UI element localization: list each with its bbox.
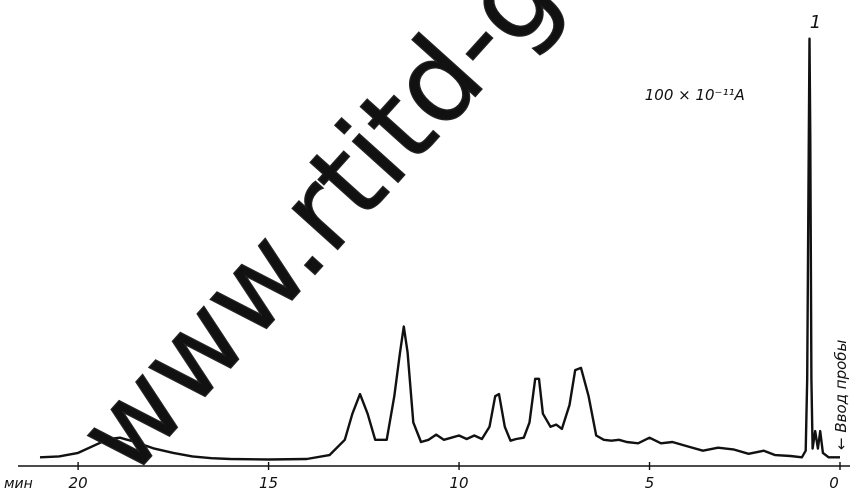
x-axis: 20 15 10 5 0 мин bbox=[4, 462, 850, 492]
x-tick-label-10: 10 bbox=[450, 474, 469, 492]
x-tick-label-0: 0 bbox=[829, 474, 839, 492]
annotations: 1 100 × 10⁻¹¹A ← Ввод пробы bbox=[645, 12, 850, 450]
peak-label: 1 bbox=[810, 12, 821, 33]
watermark-text: www.rtitd-gos bbox=[53, 0, 668, 497]
x-tick-label-20: 20 bbox=[69, 474, 88, 492]
series-group bbox=[39, 37, 840, 461]
x-tick-label-5: 5 bbox=[645, 474, 655, 492]
watermark: www.rtitd-gos bbox=[53, 0, 669, 499]
injection-label: ← Ввод пробы bbox=[832, 339, 850, 450]
chromatogram-trace bbox=[39, 37, 840, 461]
sensitivity-label: 100 × 10⁻¹¹A bbox=[645, 86, 745, 104]
x-tick-label-15: 15 bbox=[259, 474, 278, 492]
x-axis-label: мин bbox=[4, 476, 33, 492]
